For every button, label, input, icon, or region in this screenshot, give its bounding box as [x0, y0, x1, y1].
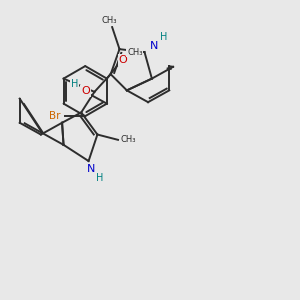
- Text: O: O: [81, 86, 90, 96]
- Text: N: N: [150, 40, 158, 51]
- Text: CH₃: CH₃: [127, 48, 142, 57]
- Text: H: H: [96, 173, 103, 183]
- Text: N: N: [87, 164, 96, 174]
- Text: O: O: [119, 55, 128, 65]
- Text: CH₃: CH₃: [121, 135, 136, 144]
- Text: CH₃: CH₃: [101, 16, 117, 25]
- Text: H: H: [71, 79, 78, 88]
- Text: H: H: [160, 32, 167, 42]
- Text: Br: Br: [49, 111, 60, 121]
